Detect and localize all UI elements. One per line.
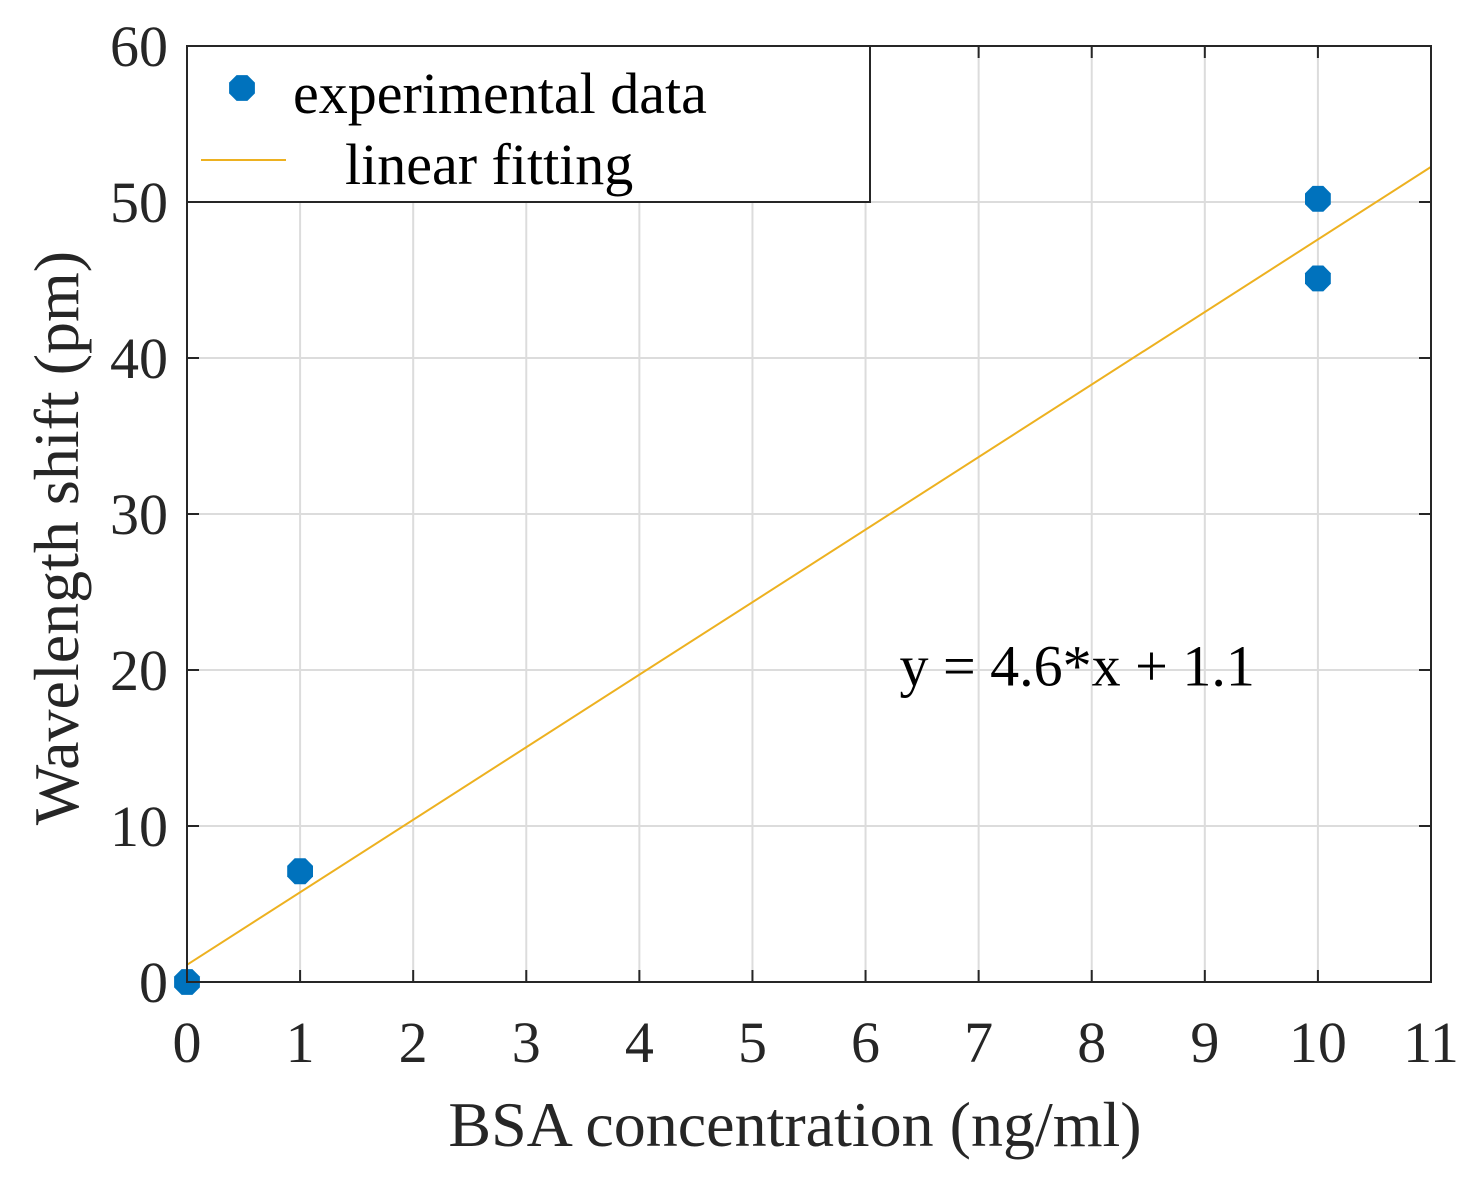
x-tick-label-5: 5 (738, 1010, 767, 1075)
y-axis-title: Wavelength shift (pm) (21, 251, 92, 825)
x-tick-labels: 0 1 2 3 4 5 6 7 8 9 10 11 (173, 1010, 1459, 1075)
data-point-2 (1305, 185, 1331, 212)
y-tick-label-10: 10 (110, 794, 168, 859)
y-tick-label-50: 50 (110, 170, 168, 235)
fit-line (186, 166, 1432, 966)
x-axis-title: BSA concentration (ng/ml) (448, 1089, 1141, 1160)
x-tick-label-2: 2 (399, 1010, 428, 1075)
legend-marker-experimental-data (229, 75, 255, 101)
x-tick-label-8: 8 (1077, 1010, 1106, 1075)
x-tick-label-10: 10 (1289, 1010, 1347, 1075)
legend-box (186, 45, 871, 203)
y-tick-label-20: 20 (110, 638, 168, 703)
x-tick-label-7: 7 (964, 1010, 993, 1075)
fit-line-layer (186, 166, 1432, 966)
x-tick-label-6: 6 (851, 1010, 880, 1075)
data-point-1 (287, 858, 313, 885)
y-tick-labels: 0 10 20 30 40 50 60 (110, 14, 168, 1015)
x-tick-label-11: 11 (1403, 1010, 1459, 1075)
y-tick-label-0: 0 (139, 950, 168, 1015)
x-tick-label-1: 1 (286, 1010, 315, 1075)
legend-label-linear-fitting: linear fitting (345, 132, 633, 197)
legend-label-experimental-data: experimental data (293, 61, 707, 126)
x-tick-label-9: 9 (1190, 1010, 1219, 1075)
legend: experimental data linear fitting (186, 45, 871, 203)
y-tick-label-40: 40 (110, 326, 168, 391)
x-tick-label-4: 4 (625, 1010, 654, 1075)
y-tick-label-30: 30 (110, 482, 168, 547)
data-point-3 (1305, 265, 1331, 292)
annotation-layer: y = 4.6*x + 1.1 (899, 634, 1254, 699)
x-tick-label-3: 3 (512, 1010, 541, 1075)
y-tick-label-60: 60 (110, 14, 168, 79)
fit-equation-annotation-0: y = 4.6*x + 1.1 (899, 634, 1254, 699)
x-tick-label-0: 0 (173, 1010, 202, 1075)
